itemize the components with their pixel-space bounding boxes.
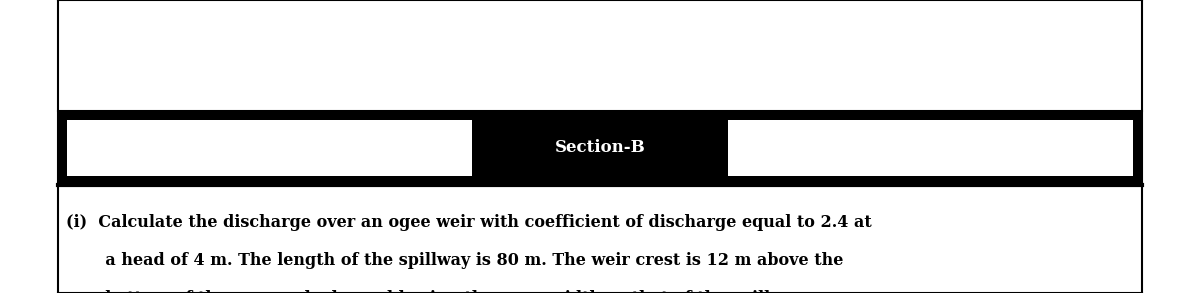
Text: bottom of the approach channel having the same width as that of the spillway.: bottom of the approach channel having th… (66, 290, 808, 293)
Bar (58, 111, 1142, 185)
Bar (728, 120, 1133, 176)
Text: Section-B: Section-B (554, 139, 646, 156)
Bar (67, 120, 472, 176)
Text: a head of 4 m. The length of the spillway is 80 m. The weir crest is 12 m above : a head of 4 m. The length of the spillwa… (66, 252, 844, 269)
Text: (i)  Calculate the discharge over an ogee weir with coefficient of discharge equ: (i) Calculate the discharge over an ogee… (66, 214, 871, 231)
